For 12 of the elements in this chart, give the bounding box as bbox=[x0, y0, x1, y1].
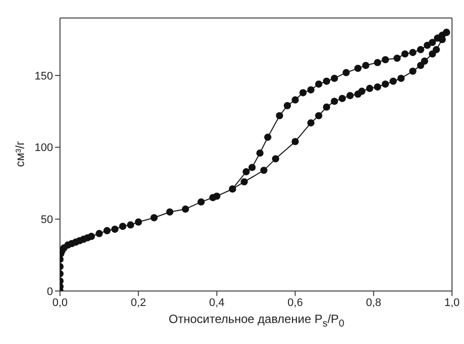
x-tick-label: 0,8 bbox=[366, 296, 382, 309]
y-tick-label: 100 bbox=[34, 142, 53, 154]
x-tick-label: 0,6 bbox=[288, 296, 303, 309]
y-axis-title: см³/г bbox=[13, 141, 27, 167]
y-tick-label: 150 bbox=[34, 70, 53, 82]
y-tick-label: 0 bbox=[46, 286, 53, 298]
x-axis-title: Относительное давление P$_{s}$/P$_{0}$ bbox=[168, 312, 346, 330]
x-tick-label: 0,2 bbox=[130, 296, 146, 309]
x-tick-label: 0,4 bbox=[209, 296, 224, 309]
x-tick-label: 1,0 bbox=[444, 296, 460, 309]
y-tick-label: 50 bbox=[40, 214, 53, 226]
x-tick-label: 0,0 bbox=[52, 296, 68, 309]
